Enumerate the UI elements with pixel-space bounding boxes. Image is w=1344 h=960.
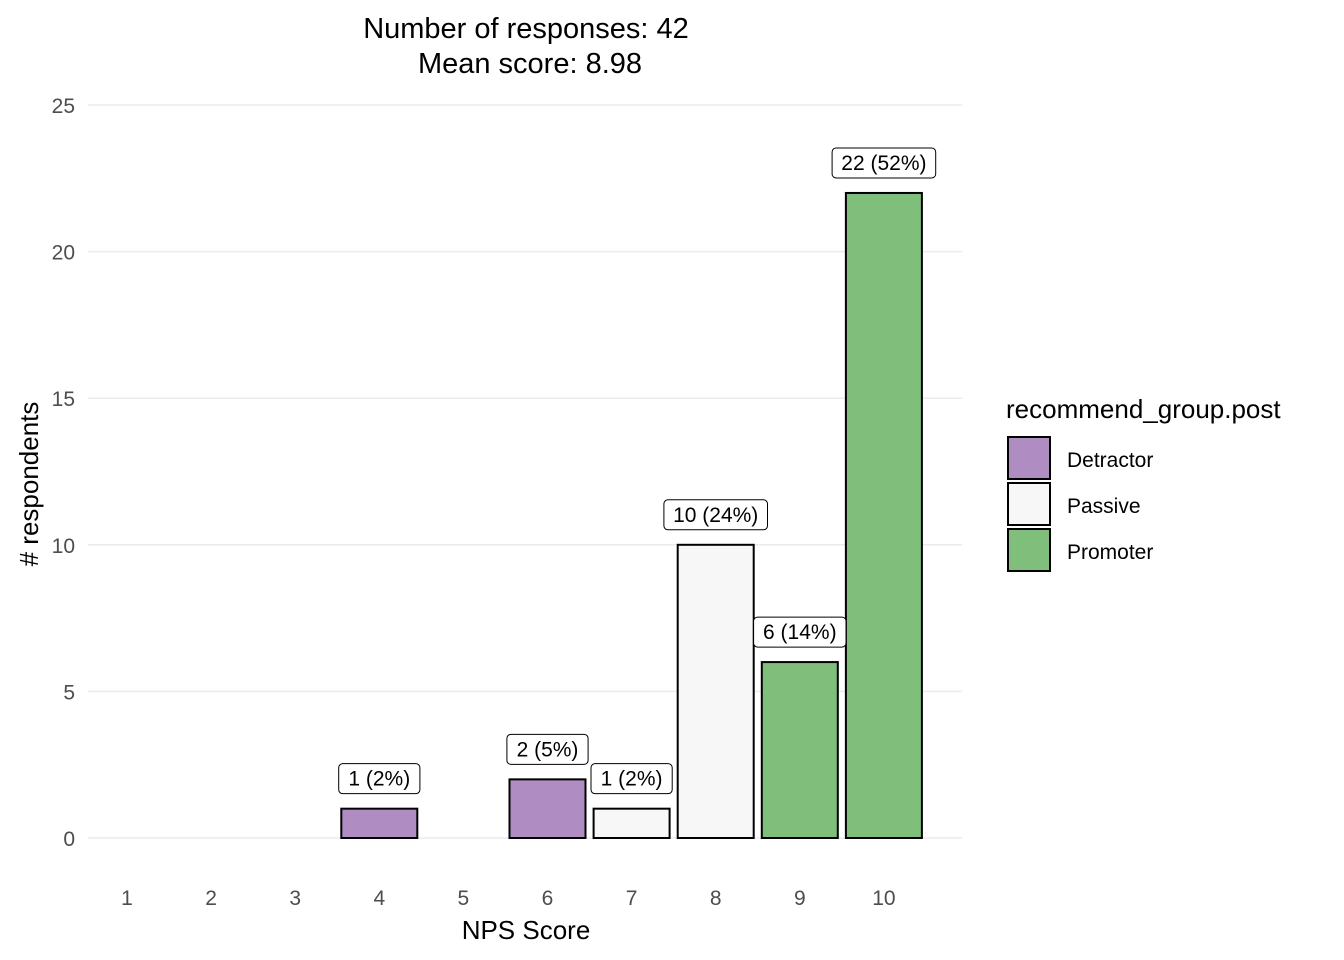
y-axis-title: # respondents	[14, 402, 44, 567]
y-tick-label: 25	[52, 95, 75, 118]
bar	[760, 661, 839, 840]
data-label-text: 10 (24%)	[673, 504, 758, 527]
legend-swatch	[1007, 482, 1051, 526]
x-tick-label: 1	[121, 887, 133, 910]
data-label-box	[831, 147, 937, 179]
x-tick-label: 10	[872, 887, 895, 910]
data-label: 6 (14%)	[753, 616, 847, 648]
bar	[592, 807, 671, 839]
bars	[340, 191, 923, 840]
legend-label: Passive	[1067, 495, 1141, 518]
x-axis-ticks: 1 2 3 4 5 6 7 8 9 10	[121, 887, 895, 910]
y-axis-ticks: 0 5 10 15 20 25	[52, 95, 75, 851]
data-label-text: 1 (2%)	[348, 768, 410, 791]
bar	[844, 191, 923, 839]
data-label: 2 (5%)	[506, 733, 589, 765]
data-label-text: 6 (14%)	[763, 621, 837, 644]
legend-entry: Passive	[1007, 482, 1141, 526]
legend-label: Detractor	[1067, 449, 1153, 472]
chart-title: Number of responses: 42	[363, 13, 689, 45]
data-labels: 1 (2%) 2 (5%) 1 (2%) 10 (24%) 6 (14%) 22 (52%…	[338, 147, 937, 795]
data-label-box	[663, 499, 769, 531]
x-tick-label: 4	[373, 887, 385, 910]
data-label-text: 2 (5%)	[517, 738, 579, 761]
data-label-box	[338, 763, 421, 795]
data-label: 22 (52%)	[831, 147, 937, 179]
data-label-text: 1 (2%)	[601, 768, 663, 791]
x-tick-label: 7	[626, 887, 638, 910]
y-tick-label: 20	[52, 242, 75, 265]
data-label: 1 (2%)	[338, 763, 421, 795]
x-tick-label: 5	[458, 887, 470, 910]
x-tick-label: 2	[205, 887, 217, 910]
y-tick-label: 5	[63, 681, 75, 704]
legend-label: Promoter	[1067, 541, 1153, 564]
data-label-text: 22 (52%)	[841, 152, 926, 175]
chart-subtitle: Mean score: 8.98	[418, 48, 642, 80]
bar	[508, 778, 587, 839]
legend-title: recommend_group.post	[1006, 394, 1281, 424]
x-tick-label: 3	[289, 887, 301, 910]
data-label-box	[506, 733, 589, 765]
y-tick-label: 0	[63, 828, 75, 851]
x-axis-title: NPS Score	[462, 915, 591, 945]
bar	[340, 807, 419, 839]
legend: recommend_group.post Detractor Passive Pro…	[1006, 394, 1281, 572]
data-label-box	[753, 616, 847, 648]
y-tick-label: 15	[52, 388, 75, 411]
data-label-box	[590, 763, 673, 795]
data-label: 1 (2%)	[590, 763, 673, 795]
x-tick-label: 9	[794, 887, 806, 910]
legend-entry: Detractor	[1007, 436, 1153, 480]
data-label: 10 (24%)	[663, 499, 769, 531]
bar	[676, 543, 755, 839]
legend-swatch	[1007, 528, 1051, 572]
legend-swatch	[1007, 436, 1051, 480]
x-tick-label: 6	[542, 887, 554, 910]
x-tick-label: 8	[710, 887, 722, 910]
y-tick-label: 10	[52, 535, 75, 558]
legend-entry: Promoter	[1007, 528, 1153, 572]
